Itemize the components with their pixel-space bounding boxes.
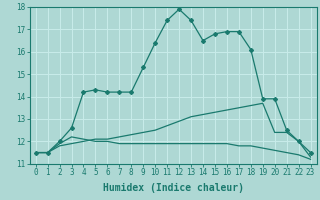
X-axis label: Humidex (Indice chaleur): Humidex (Indice chaleur) bbox=[103, 182, 244, 193]
